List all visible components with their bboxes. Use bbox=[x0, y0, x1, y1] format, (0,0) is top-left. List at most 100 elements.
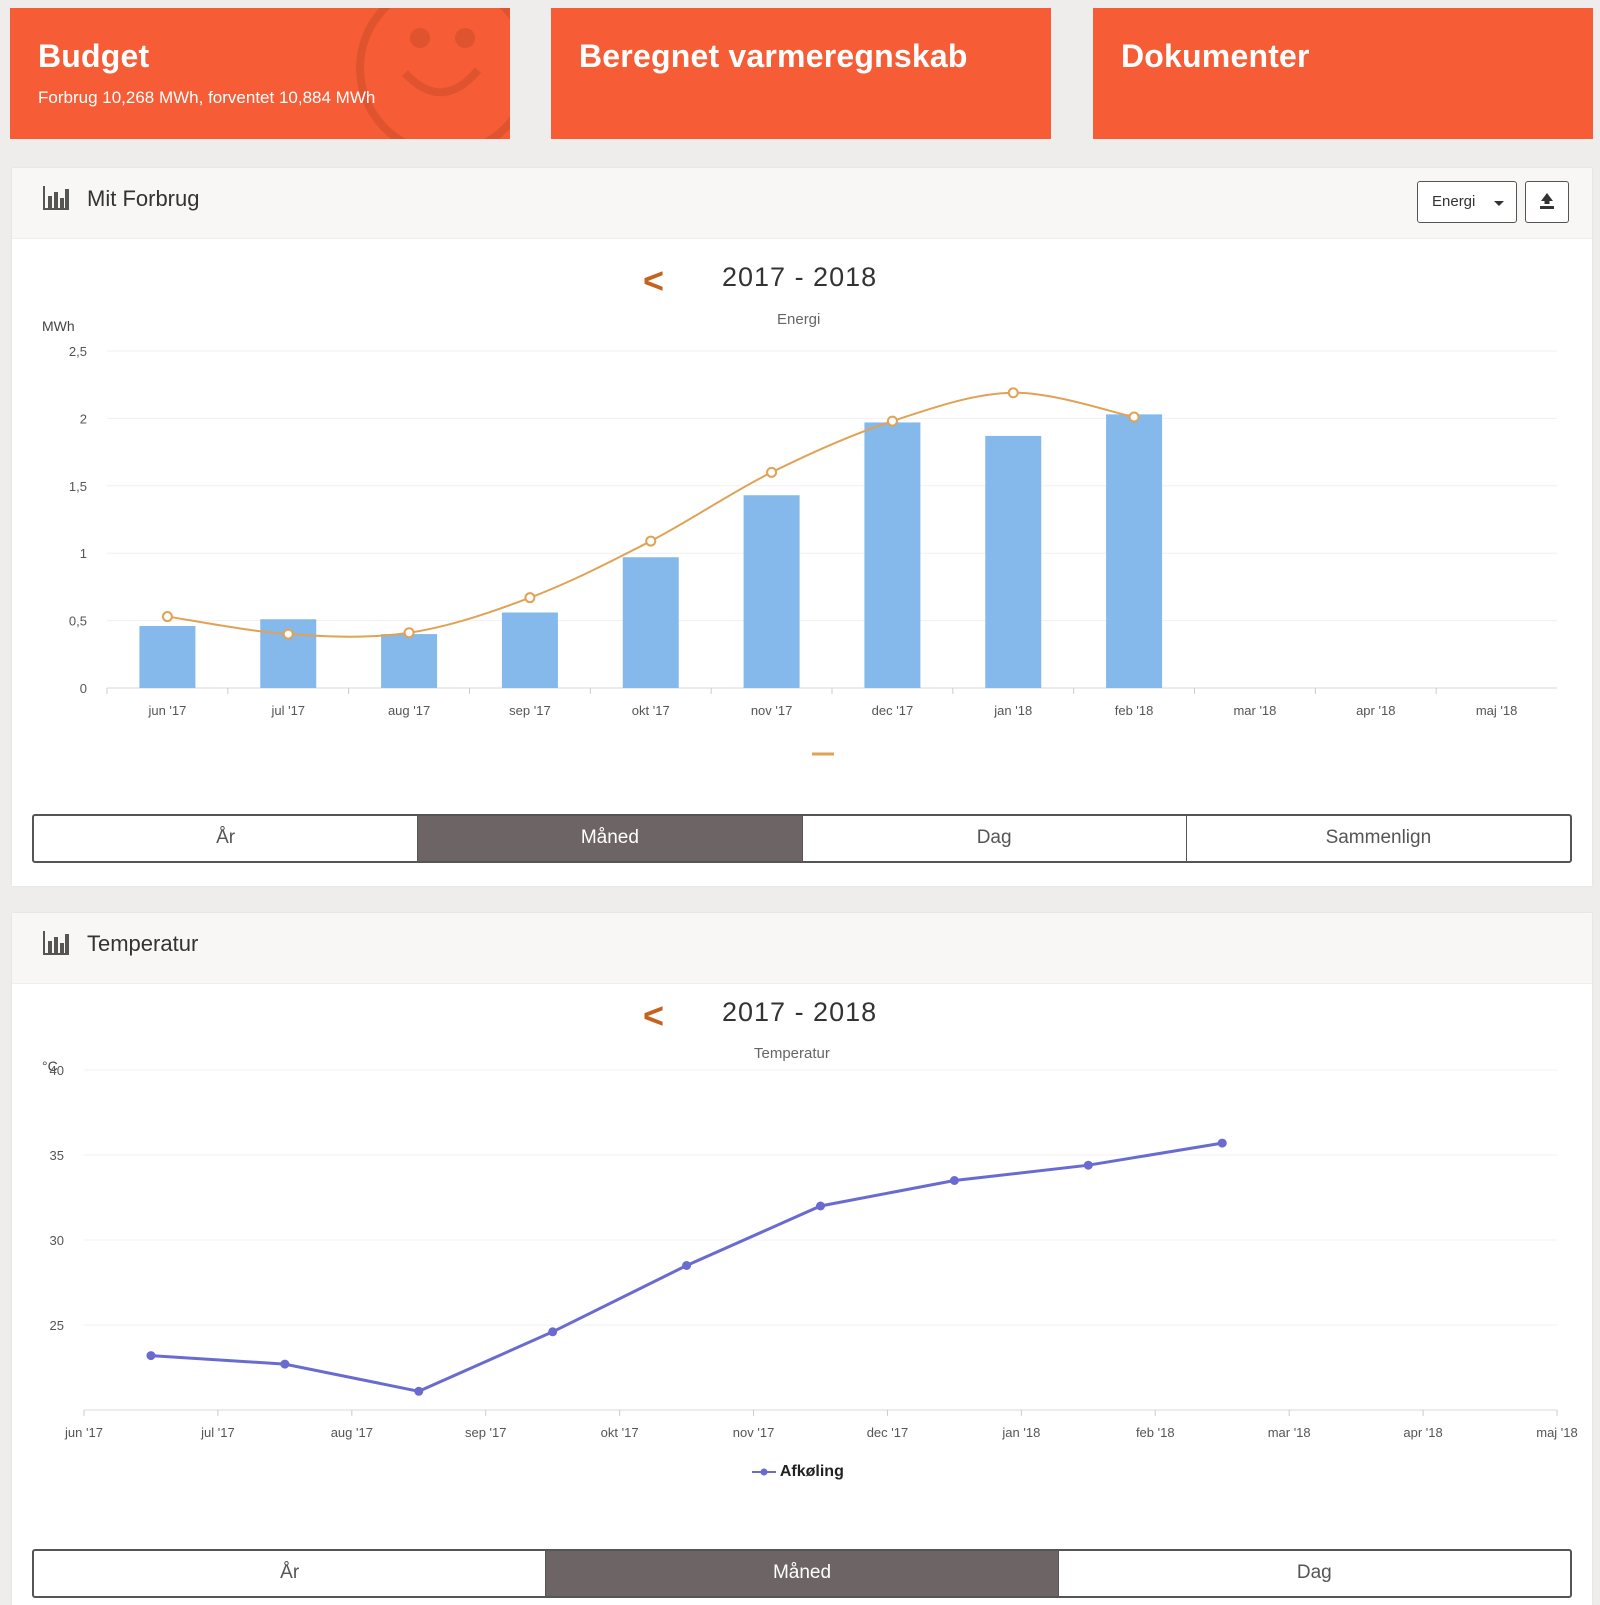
caret-down-icon bbox=[1494, 201, 1504, 206]
forecast-point-2 bbox=[403, 627, 415, 639]
temperature-chart: 40 35 30 25 jun '17 jul '17 aug '17 sep '17 okt … bbox=[50, 1063, 1578, 1440]
temperature-panel-title: Temperatur bbox=[87, 931, 199, 956]
tab-year[interactable]: År bbox=[34, 816, 419, 861]
x-tick-label: aug '17 bbox=[331, 1425, 373, 1440]
bar-7 bbox=[985, 435, 1042, 688]
forecast-point-6 bbox=[886, 415, 898, 427]
bar-2 bbox=[381, 634, 438, 688]
y-tick-label: 35 bbox=[50, 1148, 64, 1163]
tab-year[interactable]: År bbox=[34, 1551, 547, 1596]
y-tick-label: 2 bbox=[80, 411, 87, 426]
temperature-point-4 bbox=[682, 1261, 692, 1270]
x-tick-label: dec '17 bbox=[867, 1425, 909, 1440]
x-tick-label: jul '17 bbox=[270, 703, 305, 718]
y-tick-label: 25 bbox=[50, 1318, 64, 1333]
temperature-point-1 bbox=[280, 1359, 290, 1369]
documents-tile[interactable]: Dokumenter bbox=[1093, 8, 1593, 139]
energy-chart: 0 0,5 1 1,5 2 2,5 jun '17 jul '17 aug '17 sep '17… bbox=[69, 344, 1557, 756]
tab-month[interactable]: Måned bbox=[418, 816, 803, 861]
consumption-period-tabs: År Måned Dag Sammenlign bbox=[32, 814, 1572, 863]
forecast-point-5 bbox=[766, 466, 778, 478]
heat-account-title: Beregnet varmeregnskab bbox=[579, 38, 968, 74]
y-tick-label: 30 bbox=[50, 1233, 64, 1248]
x-tick-label: jan '18 bbox=[993, 703, 1032, 718]
x-tick-label: maj '18 bbox=[1536, 1425, 1578, 1440]
temperature-point-8 bbox=[1217, 1138, 1227, 1148]
download-button[interactable] bbox=[1525, 181, 1569, 223]
forecast-point-7 bbox=[1007, 387, 1019, 399]
x-tick-label: apr '18 bbox=[1356, 703, 1395, 718]
energy-dropdown-value: Energi bbox=[1432, 193, 1476, 210]
documents-title: Dokumenter bbox=[1121, 38, 1310, 74]
forecast-point-3 bbox=[524, 592, 536, 604]
x-tick-label: nov '17 bbox=[733, 1425, 775, 1440]
bar-0 bbox=[139, 625, 196, 688]
x-tick-label: sep '17 bbox=[509, 703, 551, 718]
budget-tile[interactable]: Budget Forbrug 10,268 MWh, forventet 10,… bbox=[10, 8, 510, 139]
x-tick-label: jul '17 bbox=[200, 1425, 235, 1440]
temperature-point-3 bbox=[548, 1327, 558, 1337]
x-tick-label: apr '18 bbox=[1403, 1425, 1442, 1440]
budget-title: Budget bbox=[38, 38, 150, 74]
temperature-point-2 bbox=[414, 1386, 424, 1396]
y-tick-label: 0 bbox=[80, 681, 87, 696]
x-tick-label: sep '17 bbox=[465, 1425, 507, 1440]
x-tick-label: feb '18 bbox=[1115, 703, 1154, 718]
forecast-point-8 bbox=[1128, 411, 1140, 423]
consumption-unit-label: MWh bbox=[42, 318, 75, 334]
forecast-point-4 bbox=[645, 535, 657, 547]
tab-compare[interactable]: Sammenlign bbox=[1325, 827, 1432, 848]
bar-8 bbox=[1106, 414, 1163, 688]
temperature-point-7 bbox=[1083, 1160, 1093, 1170]
legend-label: Afkøling bbox=[779, 1463, 844, 1480]
consumption-panel: Mit Forbrug Energi < 2017 - 2018 Energi … bbox=[12, 168, 1592, 886]
forecast-point-1 bbox=[282, 628, 294, 640]
x-tick-label: jun '17 bbox=[64, 1425, 103, 1440]
previous-period-button[interactable]: < bbox=[643, 260, 665, 301]
temperature-point-0 bbox=[146, 1351, 156, 1361]
x-tick-label: maj '18 bbox=[1476, 703, 1518, 718]
x-tick-label: mar '18 bbox=[1268, 1425, 1311, 1440]
consumption-panel-header: Mit Forbrug Energi bbox=[12, 168, 1592, 239]
heat-account-tile[interactable]: Beregnet varmeregnskab bbox=[551, 8, 1051, 139]
tab-month[interactable]: Måned bbox=[546, 1551, 1059, 1596]
bar-5 bbox=[743, 495, 800, 688]
y-tick-label: 1 bbox=[80, 546, 87, 561]
temperature-unit-label: °C bbox=[42, 1058, 58, 1074]
previous-period-button[interactable]: < bbox=[643, 995, 665, 1036]
temperature-chart-title: Temperatur bbox=[754, 1045, 830, 1062]
download-icon bbox=[1540, 193, 1554, 209]
x-tick-label: nov '17 bbox=[751, 703, 793, 718]
tab-day[interactable]: Dag bbox=[1296, 1562, 1332, 1583]
x-tick-label: aug '17 bbox=[388, 703, 430, 718]
budget-subtitle: Forbrug 10,268 MWh, forventet 10,884 MWh bbox=[38, 88, 376, 107]
y-tick-label: 2,5 bbox=[69, 344, 87, 359]
forecast-point-0 bbox=[161, 611, 173, 623]
x-tick-label: jan '18 bbox=[1001, 1425, 1040, 1440]
consumption-chart-title: Energi bbox=[777, 311, 821, 328]
consumption-period: 2017 - 2018 bbox=[722, 262, 878, 292]
temperature-period: 2017 - 2018 bbox=[722, 997, 878, 1027]
y-tick-label: 40 bbox=[50, 1063, 64, 1078]
temperature-legend[interactable]: Afkøling bbox=[752, 1463, 844, 1481]
temperature-point-5 bbox=[816, 1201, 825, 1211]
energy-dropdown[interactable]: Energi bbox=[1417, 181, 1517, 223]
legend-line-icon bbox=[752, 1468, 776, 1476]
consumption-panel-title: Mit Forbrug bbox=[87, 186, 200, 211]
y-tick-label: 1,5 bbox=[69, 479, 87, 494]
temperature-point-6 bbox=[949, 1176, 959, 1185]
temperature-panel: Temperatur < 2017 - 2018 Temperatur °C 4… bbox=[12, 913, 1592, 1605]
x-tick-label: dec '17 bbox=[872, 703, 914, 718]
smiley-icon bbox=[356, 8, 510, 139]
x-tick-label: okt '17 bbox=[601, 1425, 639, 1440]
tab-day[interactable]: Dag bbox=[803, 816, 1187, 861]
temperature-period-tabs: År Måned Dag bbox=[32, 1549, 1572, 1598]
bar-6 bbox=[864, 422, 921, 688]
x-tick-label: mar '18 bbox=[1233, 703, 1276, 718]
bar-4 bbox=[622, 557, 679, 688]
x-tick-label: okt '17 bbox=[632, 703, 670, 718]
x-tick-label: feb '18 bbox=[1136, 1425, 1175, 1440]
x-tick-label: jun '17 bbox=[147, 703, 186, 718]
y-tick-label: 0,5 bbox=[69, 614, 87, 629]
bar-chart-icon bbox=[43, 186, 69, 210]
